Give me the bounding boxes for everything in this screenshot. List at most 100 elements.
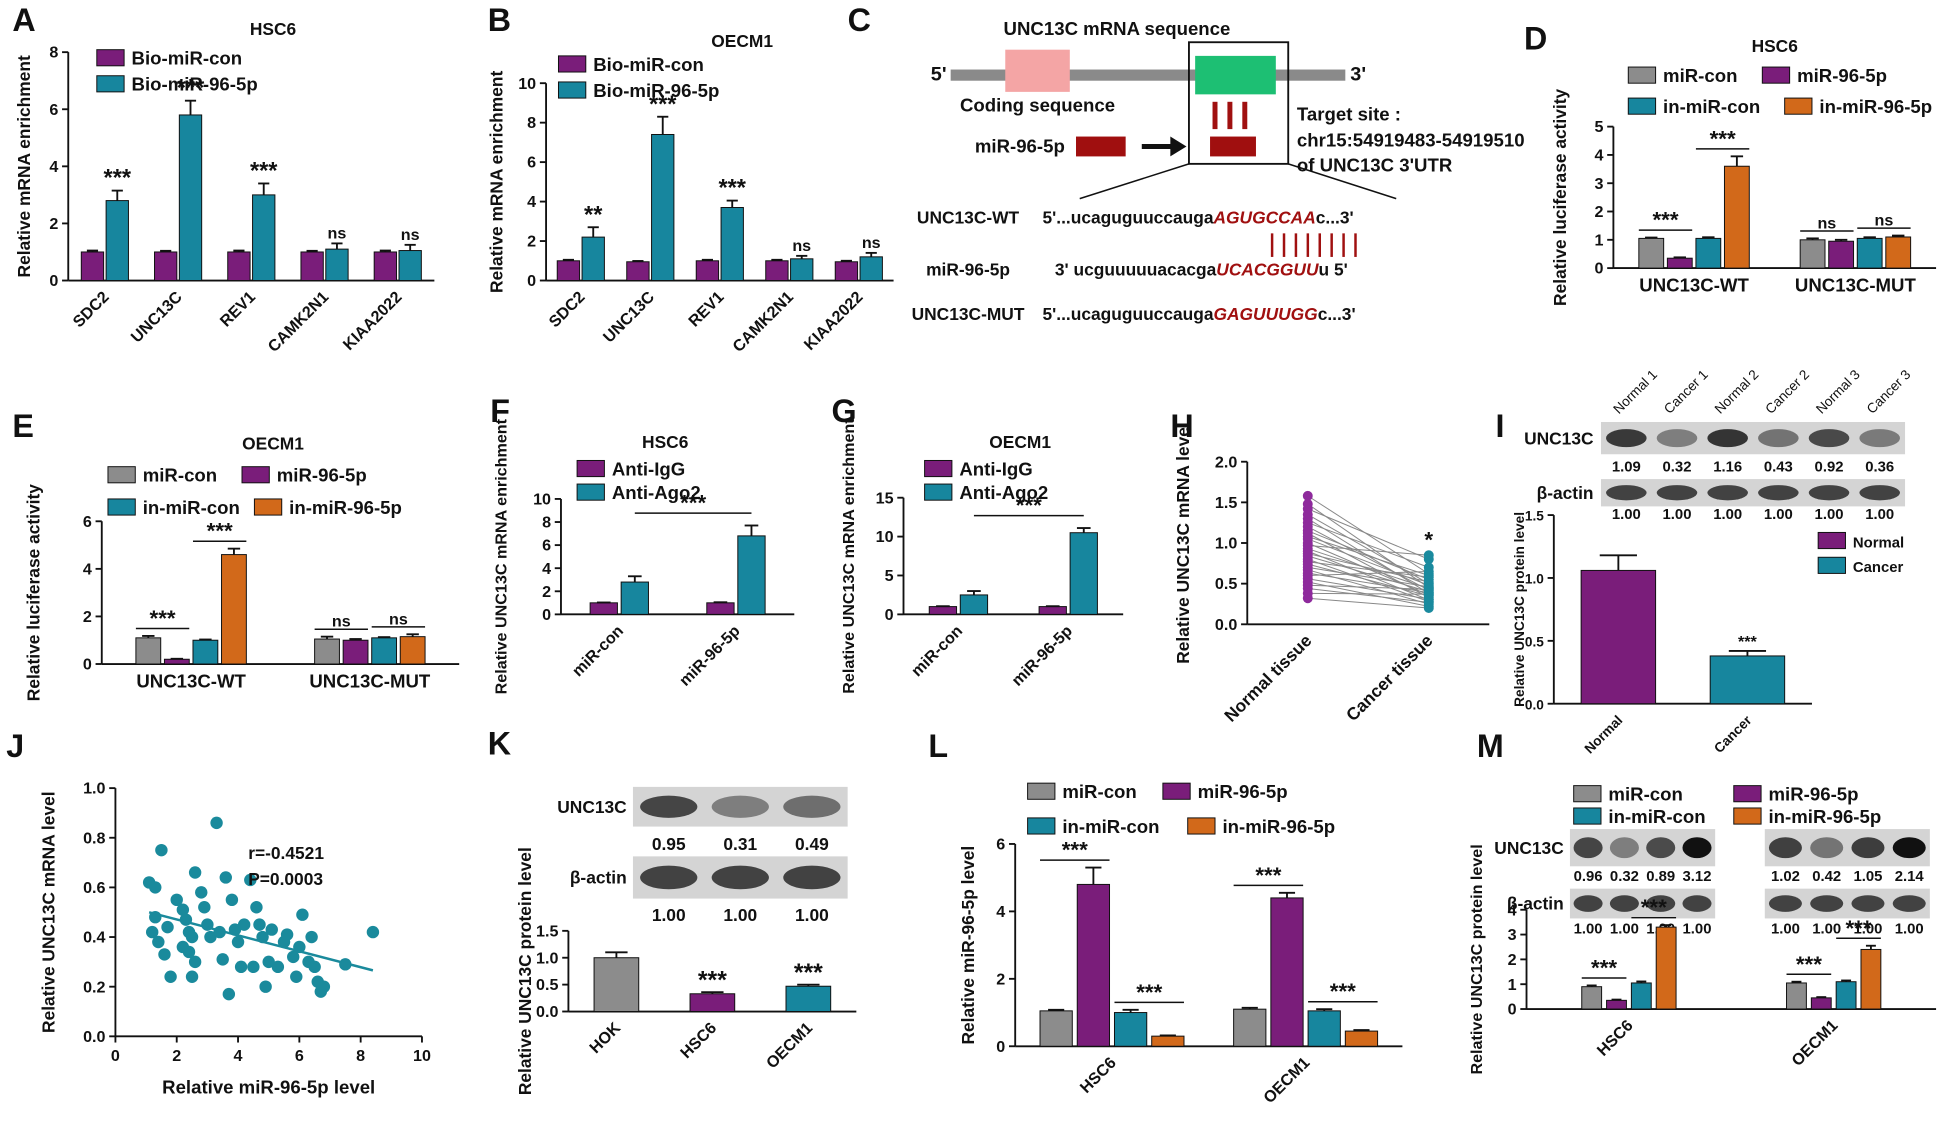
blot-band — [1892, 837, 1926, 859]
bar — [1307, 1010, 1341, 1047]
point — [149, 881, 162, 894]
bar — [105, 200, 129, 282]
y-tick-label: 0.5 — [1215, 575, 1237, 593]
point — [170, 893, 183, 907]
y-axis-label: Relative UNC13C protein level — [515, 847, 535, 1095]
x-tick-label: UNC13C-WT — [136, 671, 246, 692]
y-axis-label: Relative luciferase activity — [1550, 88, 1570, 305]
blot-band — [1682, 837, 1712, 859]
point — [188, 866, 202, 879]
y-tick-label: 0 — [49, 272, 58, 290]
seq-part: c...3' — [1318, 304, 1356, 324]
x-tick-label: HSC6 — [677, 1019, 720, 1062]
y-tick-label: 15 — [876, 489, 894, 507]
y-tick-label: 0.5 — [1525, 634, 1544, 649]
legend-label: in-miR-96-5p — [1819, 96, 1932, 117]
blot-band — [1808, 429, 1850, 448]
point — [185, 970, 199, 983]
y-tick-label: 1 — [1594, 231, 1603, 249]
y-tick-label: 4 — [542, 560, 551, 578]
legend-label: miR-96-5p — [1198, 781, 1288, 802]
legend-label: Anti-Ago2 — [959, 482, 1048, 503]
bar — [325, 248, 349, 282]
blot-band — [1656, 429, 1698, 448]
legend-label: Anti-Ago2 — [612, 482, 701, 503]
blot-value: 3.12 — [1683, 869, 1712, 885]
bar — [593, 957, 640, 1013]
x-tick-label: OECM1 — [1260, 1054, 1313, 1107]
blot-band — [1707, 485, 1748, 501]
blot-value: 1.00 — [1865, 507, 1894, 523]
point — [182, 945, 196, 959]
y-tick-label: 2 — [1508, 951, 1517, 969]
chart-title: HSC6 — [1752, 36, 1799, 56]
pair-line — [1307, 508, 1429, 560]
seq-part: 5'...ucaguguuccauga — [1043, 207, 1214, 227]
legend-swatch — [924, 483, 953, 501]
y-tick-label: 2 — [1594, 203, 1603, 221]
point — [1302, 593, 1313, 604]
x-tick-label: OECM1 — [763, 1019, 816, 1072]
legend-swatch — [1162, 782, 1191, 800]
y-tick-label: 4 — [83, 560, 92, 578]
y-tick-label: 1.0 — [1525, 572, 1544, 587]
sequence: 5'...ucaguguuccaugaGAGUUUGGc...3' — [1043, 304, 1356, 324]
x-tick-label: 2 — [172, 1047, 181, 1065]
bar — [737, 535, 766, 615]
significance: *** — [1062, 838, 1088, 863]
point — [195, 886, 208, 899]
y-tick-label: 2 — [542, 583, 551, 601]
significance: ns — [328, 224, 347, 242]
x-tick-label: Cancer tissue — [1342, 630, 1437, 725]
blot-band — [1682, 895, 1712, 912]
legend-swatch — [1627, 66, 1657, 84]
pair-line — [1307, 550, 1429, 601]
y-tick-label: 4 — [996, 903, 1005, 921]
legend-swatch — [1573, 785, 1602, 803]
significance: *** — [1845, 916, 1871, 941]
blot-band — [1758, 485, 1799, 501]
stat-label: r=-0.4521 — [248, 843, 324, 863]
y-tick-label: 4 — [49, 158, 58, 176]
legend-label: in-miR-con — [1062, 816, 1159, 837]
coding-label: Coding sequence — [960, 95, 1115, 116]
point — [253, 918, 266, 931]
point — [290, 970, 303, 983]
bar — [1885, 236, 1912, 269]
x-tick-label: UNC13C — [128, 288, 187, 347]
point — [185, 930, 199, 944]
legend-swatch — [96, 49, 125, 67]
point — [237, 918, 251, 931]
sequence: 5'...ucaguguuccaugaAGUGCCAAc...3' — [1043, 207, 1354, 227]
blot-band — [1606, 429, 1647, 448]
legend-swatch — [1784, 97, 1813, 115]
x-tick-label: CAMK2N1 — [729, 288, 797, 356]
blot-value: 1.00 — [723, 905, 757, 925]
legend-label: Bio-miR-con — [593, 54, 704, 75]
point — [219, 871, 232, 884]
x-tick-label: Cancer — [1711, 712, 1755, 756]
blot-value: 2.14 — [1895, 869, 1925, 885]
x-tick-label: 8 — [356, 1047, 365, 1065]
blot-band — [1859, 429, 1900, 448]
blot-band — [1768, 895, 1802, 912]
bar — [1630, 982, 1652, 1010]
point — [247, 960, 260, 974]
blot-value: 1.00 — [1815, 507, 1844, 523]
significance: ns — [401, 226, 420, 244]
point — [216, 953, 229, 966]
blot-band — [1609, 837, 1639, 859]
significance: *** — [150, 606, 176, 631]
chart-title: OECM1 — [989, 432, 1051, 452]
panel-letter: E — [12, 408, 34, 444]
significance: *** — [649, 91, 677, 117]
blot-band — [1758, 429, 1799, 448]
y-tick-label: 0.8 — [83, 829, 105, 847]
blot-band — [1808, 485, 1850, 501]
legend-swatch — [1027, 817, 1056, 835]
blot-value: 0.42 — [1812, 869, 1841, 885]
legend-swatch — [96, 75, 125, 93]
bar — [695, 260, 720, 282]
lane-label: Cancer 2 — [1762, 367, 1812, 417]
point — [198, 901, 211, 914]
